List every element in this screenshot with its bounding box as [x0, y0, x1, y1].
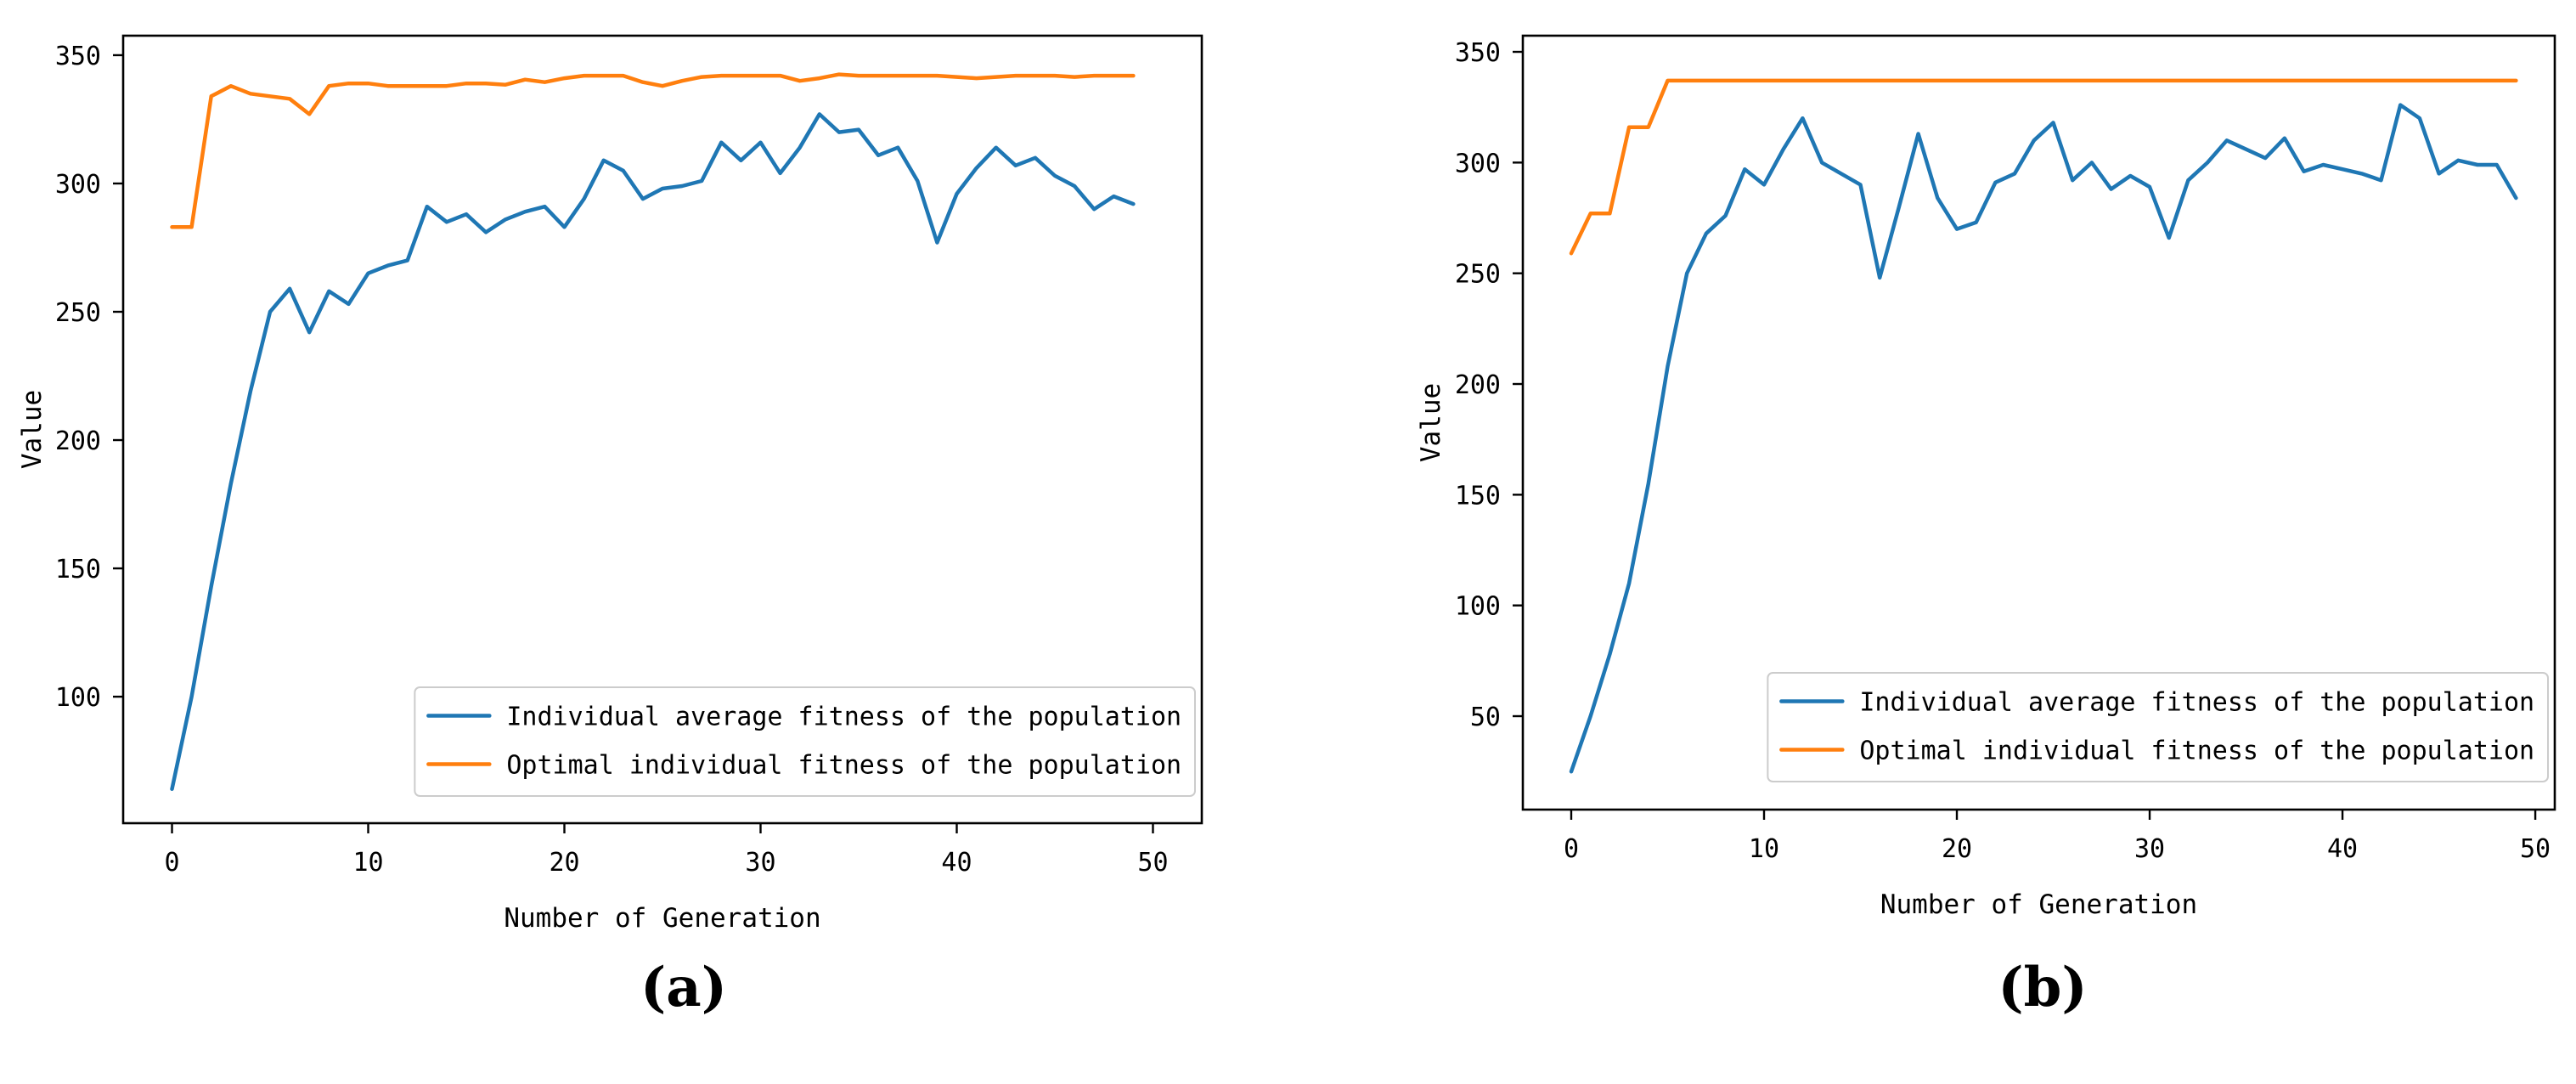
y-tick-label-b: 350 — [1455, 38, 1501, 68]
y-tick-label-a: 100 — [55, 683, 101, 713]
legend-label-a-1: Optimal individual fitness of the popula… — [506, 751, 1181, 781]
legend-label-b-0: Individual average fitness of the popula… — [1859, 688, 2534, 718]
y-tick-label-b: 300 — [1455, 149, 1501, 178]
x-axis-label-a: Number of Generation — [504, 903, 820, 934]
y-axis-label-b: Value — [1416, 383, 1446, 462]
series-line-a-0 — [170, 112, 1136, 792]
x-axis-label-b: Number of Generation — [1880, 889, 2197, 920]
x-tick-label-b: 0 — [1564, 834, 1579, 864]
y-tick-label-a: 350 — [55, 42, 101, 71]
y-tick-label-b: 250 — [1455, 260, 1501, 290]
y-tick-label-a: 150 — [55, 555, 101, 584]
plot-area-b — [1521, 34, 2556, 811]
x-tick-label-a: 10 — [352, 848, 383, 878]
y-tick-label-b: 150 — [1455, 481, 1501, 511]
plot-area-a — [121, 34, 1203, 825]
x-tick-label-b: 50 — [2520, 834, 2551, 864]
series-line-b-1 — [1569, 78, 2518, 256]
x-tick-label-b: 40 — [2327, 834, 2358, 864]
series-line-b-0 — [1569, 103, 2518, 774]
y-tick-label-b: 100 — [1455, 592, 1501, 622]
x-tick-label-a: 40 — [941, 848, 972, 878]
x-tick-label-b: 10 — [1749, 834, 1779, 864]
x-tick-label-a: 50 — [1137, 848, 1168, 878]
x-tick-label-a: 0 — [164, 848, 179, 878]
legend-box-b — [1767, 672, 2550, 782]
y-tick-label-a: 250 — [55, 298, 101, 328]
legend-label-a-0: Individual average fitness of the popula… — [506, 703, 1181, 732]
x-tick-label-b: 30 — [2134, 834, 2165, 864]
caption-a: (a) — [640, 956, 728, 1019]
y-tick-label-a: 200 — [55, 426, 101, 456]
legend-box-a — [414, 686, 1196, 797]
y-tick-label-b: 200 — [1455, 370, 1501, 400]
legend-label-b-1: Optimal individual fitness of the popula… — [1859, 737, 2534, 766]
x-tick-label-a: 30 — [745, 848, 775, 878]
caption-b: (b) — [1998, 956, 2088, 1019]
y-tick-label-b: 50 — [1470, 703, 1501, 732]
y-axis-label-a: Value — [17, 390, 48, 469]
y-tick-label-a: 300 — [55, 170, 101, 200]
series-line-a-1 — [170, 72, 1136, 229]
x-tick-label-b: 20 — [1942, 834, 1972, 864]
x-tick-label-a: 20 — [549, 848, 579, 878]
